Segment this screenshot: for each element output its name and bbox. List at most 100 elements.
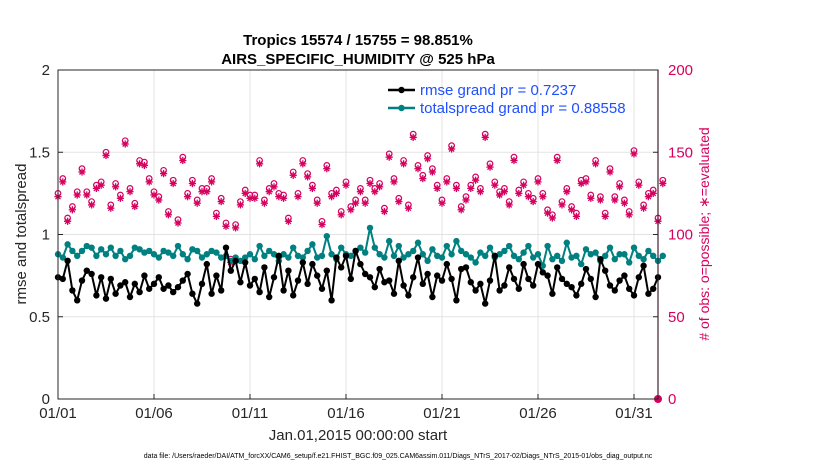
y-tick-label-right: 0 [668,391,676,408]
totalspread-point [376,251,383,258]
totalspread-point [592,249,599,256]
totalspread-point [285,254,292,261]
rmse-point [563,280,570,288]
totalspread-point [165,249,172,256]
totalspread-point [170,252,177,260]
obs-evaluated-point [395,198,403,206]
legend-rmse-label: rmse grand pr = 0.7237 [420,82,576,99]
rmse-point [539,269,546,276]
y-tick-label-left: 2 [42,62,50,79]
rmse-point [294,277,302,284]
obs-evaluated-point [630,150,638,158]
rmse-point [102,295,110,302]
totalspread-point [314,254,321,261]
obs-evaluated-point [155,196,163,204]
axes-box [57,69,659,400]
totalspread-point [525,242,532,250]
obs-evaluated-point [611,196,619,204]
obs-evaluated-point [452,184,460,192]
totalspread-point [213,249,220,256]
obs-evaluated-point [553,156,561,165]
totalspread-point [563,239,570,246]
rmse-point [59,275,66,283]
obs-evaluated-point [265,188,273,196]
rmse-point [602,267,609,274]
totalspread-point [414,239,422,246]
y-tick-label-left: 1 [42,227,50,244]
obs-evaluated-point [145,178,153,186]
y-tick-label-right: 200 [668,62,693,79]
obs-evaluated-point [352,199,360,207]
obs-evaluated-point [582,178,590,186]
obs-evaluated-point [448,145,456,153]
obs-evaluated-point [270,183,278,191]
rmse-point [395,257,402,265]
obs-evaluated-point [92,184,101,192]
totalspread-point [74,252,81,260]
obs-evaluated-point [169,179,177,188]
totalspread-point [64,241,71,248]
obs-evaluated-point [409,133,417,141]
obs-evaluated-point [193,199,201,207]
totalspread-point [515,255,522,263]
totalspread-point [146,247,153,255]
obs-evaluated-point [361,199,369,207]
rmse-point [366,274,374,281]
obs-evaluated-point [356,188,364,196]
obs-evaluated-point [111,183,120,191]
obs-evaluated-point [428,168,436,176]
rmse-point [328,297,335,304]
totalspread-point [122,255,129,263]
obs-evaluated-point [121,140,129,148]
rmse-point [438,277,446,284]
rmse-point [280,287,287,294]
rmse-point [400,282,407,289]
rmse-point [558,275,566,283]
rmse-point [74,297,81,304]
totalspread-point [347,252,354,260]
rmse-point [266,293,273,301]
rmse-point [150,280,158,288]
totalspread-point [136,246,143,253]
totalspread-point [419,251,426,258]
rmse-point [419,280,426,288]
rmse-point [203,260,210,268]
totalspread-point [486,244,494,251]
obs-evaluated-point [486,163,494,171]
rmse-point [299,259,306,266]
rmse-point [491,252,498,260]
rmse-point [333,254,340,261]
obs-evaluated-point [222,222,230,230]
rmse-point [309,260,316,268]
rmse-point [510,275,518,283]
totalspread-point [616,251,623,258]
obs-evaluated-point [280,194,288,202]
obs-evaluated-point [644,193,653,201]
totalspread-point [338,244,345,251]
totalspread-point [59,254,66,261]
rmse-point [496,287,503,294]
rmse-point [549,290,556,297]
totalspread-point [501,247,508,255]
obs-evaluated-point [534,178,542,186]
totalspread-point [304,247,311,255]
obs-evaluated-point [308,184,316,192]
totalspread-point [261,252,268,260]
totalspread-point [462,251,470,258]
rmse-point [448,275,455,283]
totalspread-point [573,252,580,260]
totalspread-point [410,247,417,255]
totalspread-point [645,247,652,255]
obs-evaluated-point [174,219,182,227]
rmse-point [256,288,263,296]
rmse-point [136,288,143,296]
obs-evaluated-point [217,198,225,206]
obs-evaluated-point [284,217,292,225]
totalspread-point [424,257,431,265]
totalspread-point [256,242,263,250]
rmse-point [462,264,470,271]
rmse-series [54,244,662,307]
totalspread-point [194,247,201,255]
x-tick-label: 01/11 [232,405,268,422]
obs-evaluated-point [116,194,125,202]
